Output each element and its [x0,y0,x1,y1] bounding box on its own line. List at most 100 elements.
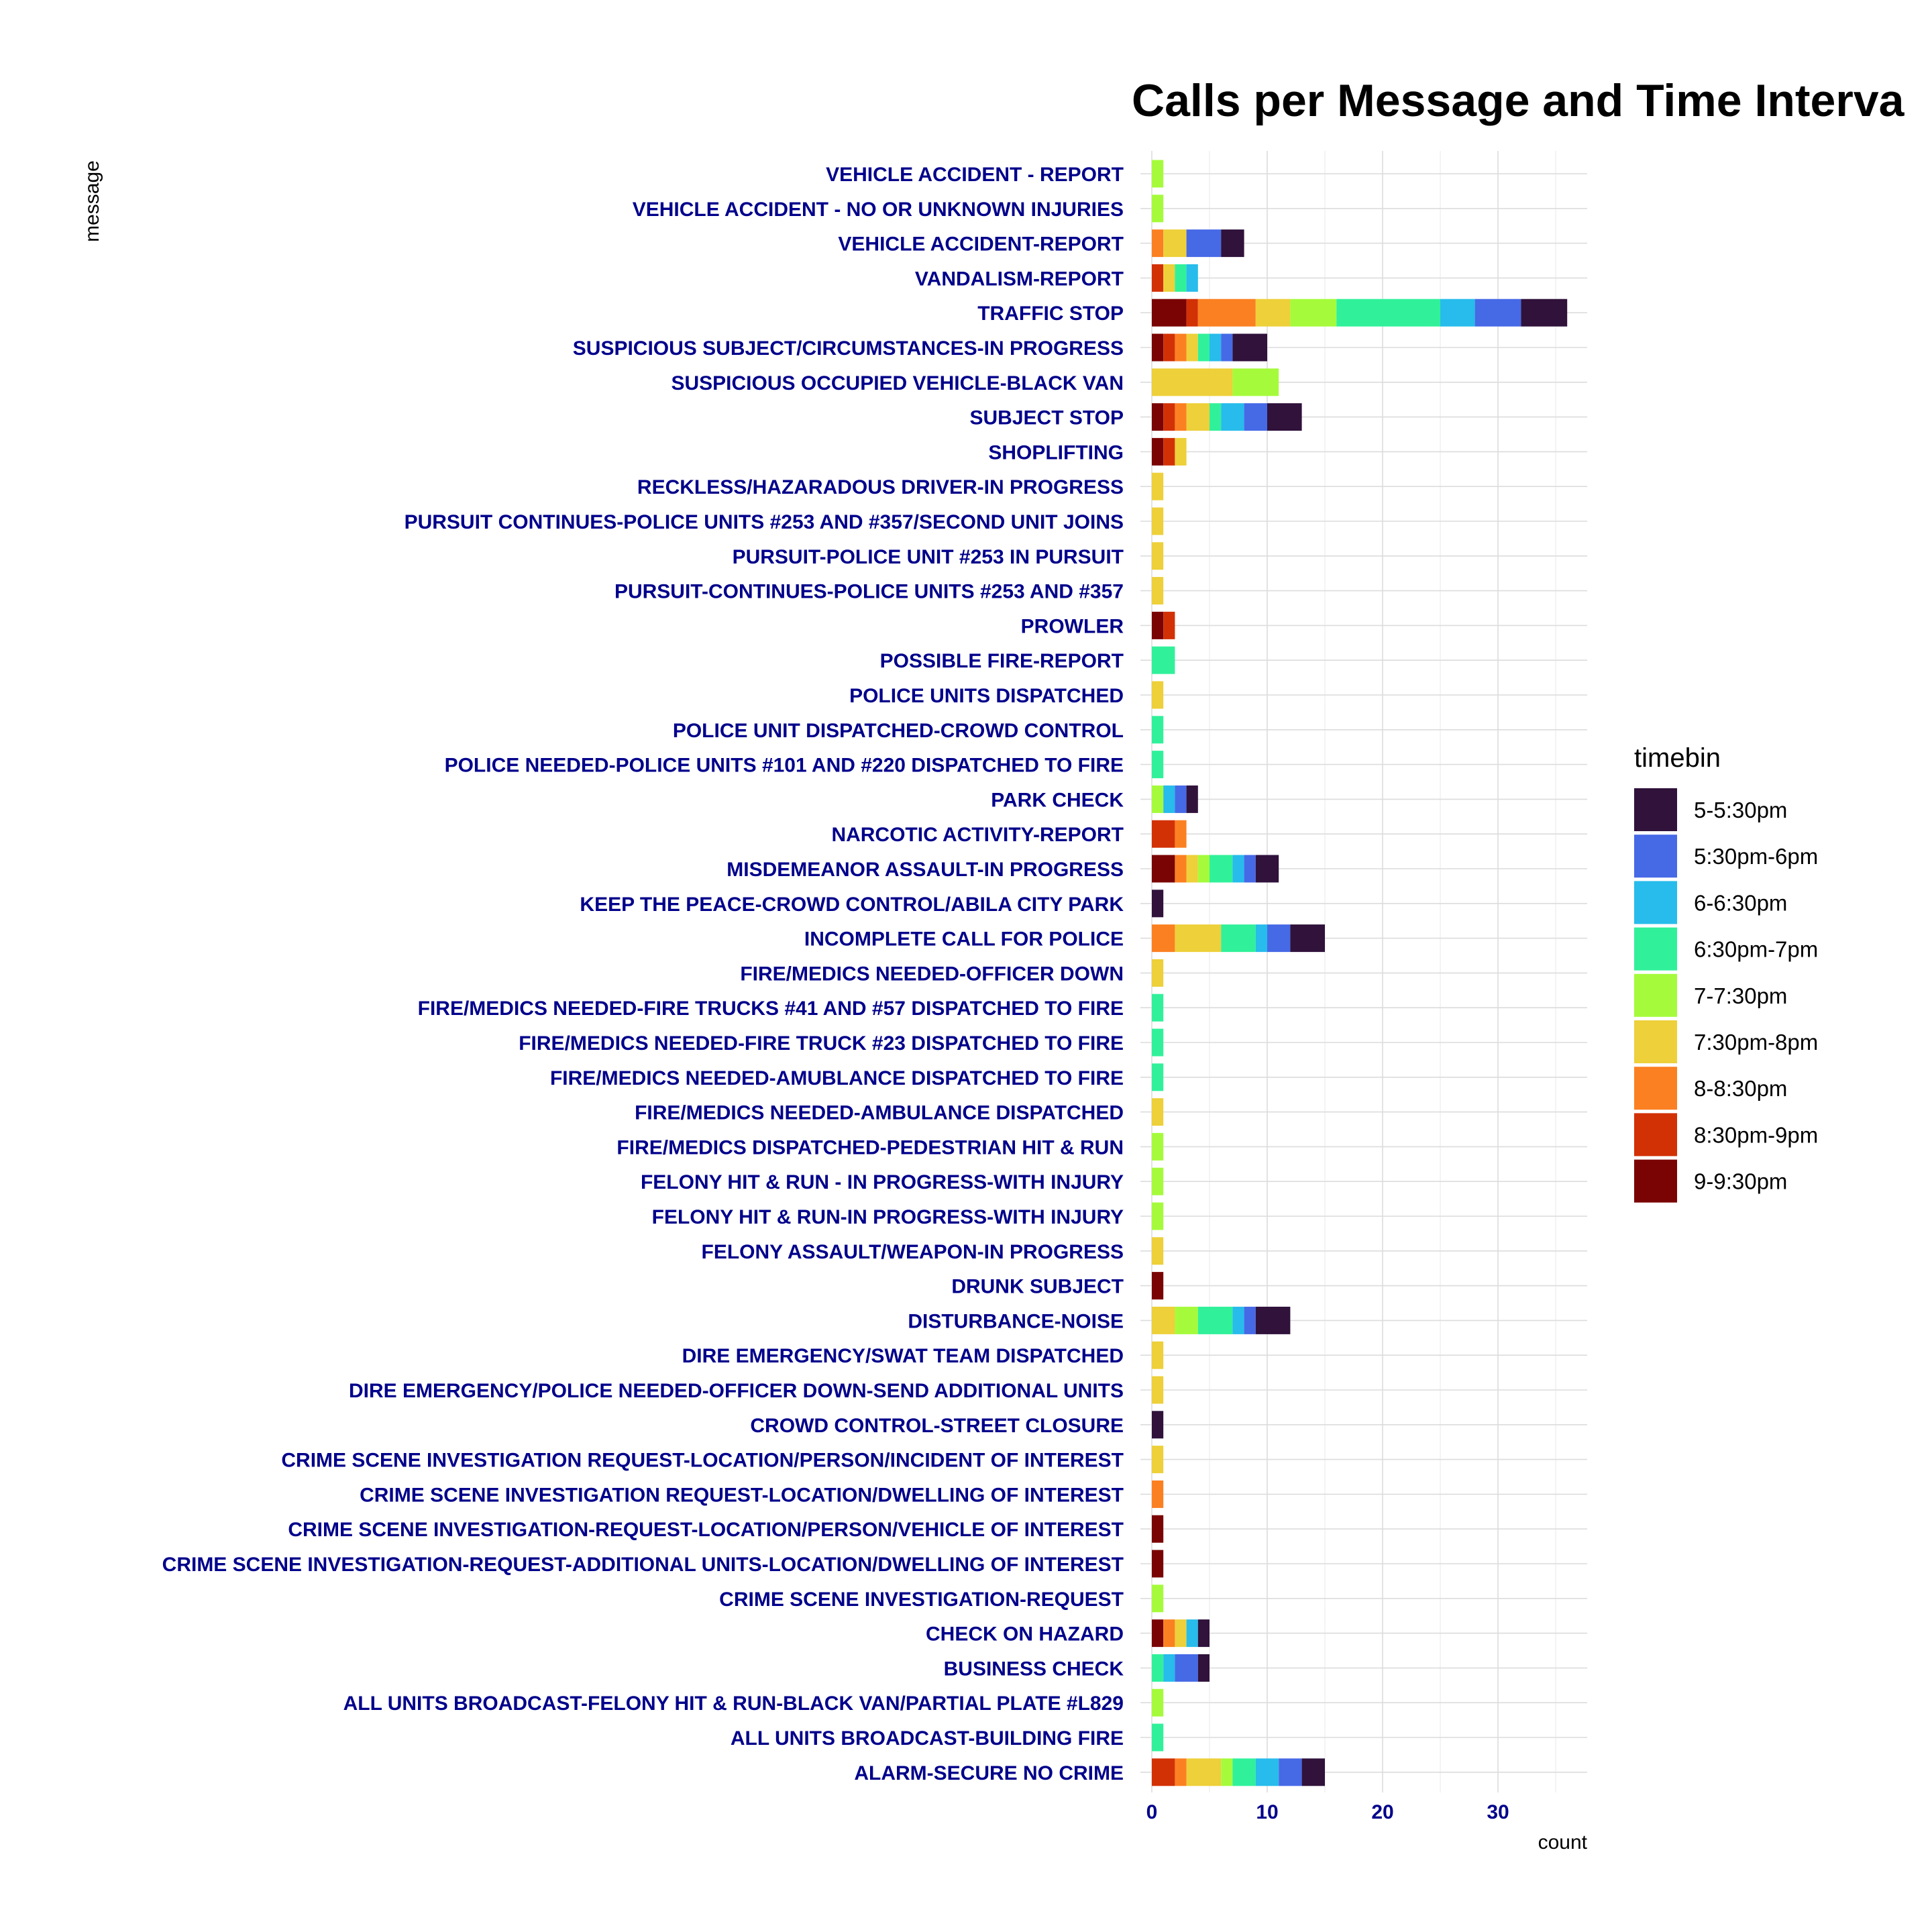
y-tick-label: SUSPICIOUS SUBJECT/CIRCUMSTANCES-IN PROG… [573,337,1124,360]
gridlines [1140,151,1587,1792]
legend: timebin 5-5:30pm 5:30pm-6pm 6-6:30pm 6:30pm… [1634,743,1818,1203]
bars [1152,160,1568,1786]
y-tick-label: FELONY HIT & RUN - IN PROGRESS-WITH INJU… [641,1171,1124,1193]
bar-segment [1152,229,1164,258]
y-tick-label: CRIME SCENE INVESTIGATION REQUEST-LOCATI… [360,1484,1124,1506]
bar-segment [1152,820,1175,848]
y-tick-label: DISTURBANCE-NOISE [908,1310,1124,1332]
bar-segment [1152,1619,1164,1648]
bar-segment [1186,403,1210,431]
y-tick-label: ALL UNITS BROADCAST-FELONY HIT & RUN-BLA… [343,1693,1124,1715]
bar-segment [1440,299,1475,327]
y-tick-label: SUBJECT STOP [970,407,1124,429]
y-tick-label: DIRE EMERGENCY/SWAT TEAM DISPATCHED [682,1345,1124,1367]
bar-segment [1267,924,1291,953]
bar-segment [1175,1306,1198,1334]
y-tick-label: DRUNK SUBJECT [951,1276,1124,1298]
bar-segment [1255,924,1267,953]
bar-segment [1244,855,1256,883]
bar-segment [1152,403,1164,431]
legend-key [1634,1020,1677,1063]
legend-key [1634,835,1677,878]
bar-segment [1163,264,1175,292]
x-axis-title: count [1538,1831,1588,1854]
bar-segment [1197,1619,1210,1648]
bar-segment [1521,299,1568,327]
bar-segment [1197,299,1256,327]
y-tick-label: DIRE EMERGENCY/POLICE NEEDED-OFFICER DOW… [349,1380,1124,1402]
bar-segment [1152,472,1164,500]
y-tick-label: BUSINESS CHECK [944,1658,1124,1680]
y-tick-label: TRAFFIC STOP [977,303,1124,325]
bar-segment [1152,1341,1164,1369]
legend-label: 8:30pm-9pm [1694,1122,1818,1147]
bar-segment [1232,1758,1256,1786]
bar-segment [1244,403,1267,431]
y-tick-label: FIRE/MEDICS NEEDED-FIRE TRUCK #23 DISPAT… [519,1032,1124,1055]
bar-segment [1175,1619,1187,1648]
legend-label: 5-5:30pm [1694,798,1787,822]
bar-segment [1152,1585,1164,1613]
legend-key [1634,1113,1677,1157]
y-tick-label: FIRE/MEDICS DISPATCHED-PEDESTRIAN HIT & … [616,1136,1124,1159]
y-tick-label: PURSUIT-POLICE UNIT #253 IN PURSUIT [733,546,1124,568]
bar-segment [1152,1237,1164,1265]
y-tick-label: ALARM-SECURE NO CRIME [854,1762,1124,1784]
bar-segment [1152,1167,1164,1195]
bar-segment [1175,403,1187,431]
x-tick-label: 10 [1256,1801,1278,1823]
y-tick-label: VEHICLE ACCIDENT - NO OR UNKNOWN INJURIE… [633,199,1124,221]
bar-segment [1152,924,1175,953]
y-axis-title: message [81,160,103,242]
chart-title: Calls per Message and Time Interva [1132,75,1905,126]
y-tick-label: POLICE UNIT DISPATCHED-CROWD CONTROL [673,720,1124,742]
bar-segment [1152,1550,1164,1578]
bar-segment [1186,333,1198,362]
bar-segment [1152,437,1164,466]
bar-segment [1152,333,1164,362]
bar-segment [1152,1098,1164,1126]
bar-segment [1152,1758,1175,1786]
legend-title: timebin [1634,743,1721,773]
legend-key [1634,927,1677,971]
bar-segment [1175,820,1187,848]
legend-label: 7-7:30pm [1694,983,1787,1008]
legend-label: 5:30pm-6pm [1694,844,1818,869]
bar-segment [1152,577,1164,605]
y-tick-label: PURSUIT CONTINUES-POLICE UNITS #253 AND … [405,511,1124,533]
bar-segment [1152,1306,1175,1334]
y-tick-label: PROWLER [1021,615,1124,637]
legend-key [1634,1067,1677,1110]
y-tick-label: RECKLESS/HAZARADOUS DRIVER-IN PROGRESS [637,476,1124,498]
bar-segment [1152,1028,1164,1057]
y-tick-label: POLICE UNITS DISPATCHED [849,685,1124,707]
bar-segment [1175,785,1187,813]
bar-segment [1290,299,1337,327]
bar-segment [1186,264,1198,292]
bar-segment [1474,299,1521,327]
y-tick-label: FIRE/MEDICS NEEDED-FIRE TRUCKS #41 AND #… [418,998,1124,1020]
bar-segment [1163,1619,1175,1648]
bar-segment [1175,333,1187,362]
bar-segment [1210,333,1222,362]
y-tick-label: POSSIBLE FIRE-REPORT [880,650,1124,672]
bar-segment [1152,1688,1164,1717]
y-tick-label: FELONY HIT & RUN-IN PROGRESS-WITH INJURY [652,1206,1124,1228]
bar-segment [1163,1654,1175,1682]
y-tick-label: NARCOTIC ACTIVITY-REPORT [831,824,1124,846]
bar-segment [1232,1306,1244,1334]
y-tick-label: CHECK ON HAZARD [926,1623,1124,1646]
bar-segment [1152,1654,1164,1682]
legend-key [1634,973,1677,1017]
legend-label: 7:30pm-8pm [1694,1030,1818,1055]
y-tick-label: CROWD CONTROL-STREET CLOSURE [750,1415,1124,1437]
bar-segment [1152,716,1164,744]
bar-segment [1210,403,1222,431]
legend-label: 6:30pm-7pm [1694,937,1818,962]
y-tick-label: FIRE/MEDICS NEEDED-AMUBLANCE DISPATCHED … [550,1067,1124,1089]
bar-segment [1221,924,1256,953]
bar-segment [1152,1202,1164,1230]
y-tick-label: CRIME SCENE INVESTIGATION-REQUEST [719,1589,1124,1611]
bar-segment [1301,1758,1325,1786]
